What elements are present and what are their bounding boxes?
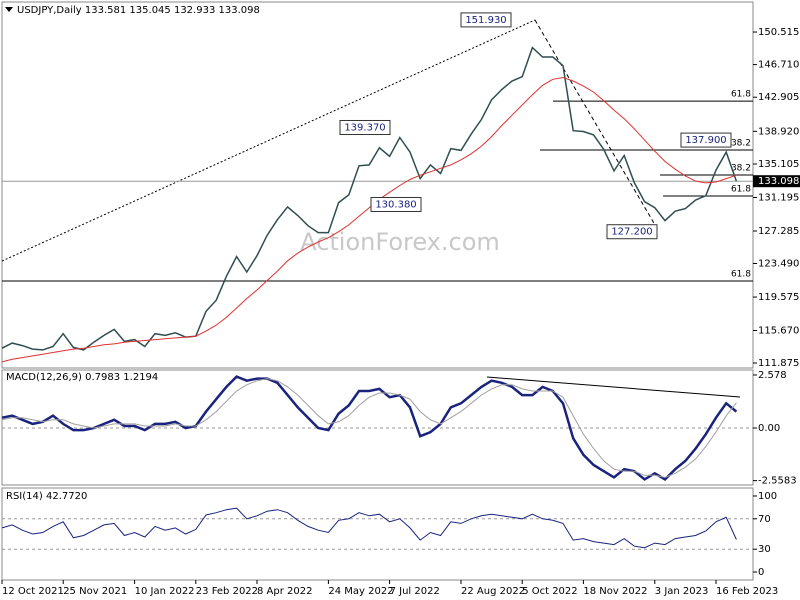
y-tick-label: 100	[758, 491, 777, 502]
fib-label: 61.8	[731, 269, 751, 279]
x-tick-label: 8 Apr 2022	[257, 586, 312, 597]
x-tick-label: 10 Jan 2022	[135, 586, 195, 597]
fib-label: 61.8	[731, 185, 751, 195]
x-tick-label: 16 Feb 2023	[716, 586, 778, 597]
fib-label: 38.2	[731, 164, 751, 174]
fib-label: 61.8	[731, 90, 751, 100]
y-tick-label: 138.920	[758, 126, 799, 137]
annotation-box	[370, 196, 422, 212]
y-tick-label: 135.105	[758, 159, 799, 170]
fib-label: 38.2	[731, 139, 751, 149]
y-tick-label: 111.875	[758, 358, 799, 369]
y-tick-label: 119.575	[758, 292, 799, 303]
x-tick-label: 25 Nov 2021	[63, 586, 127, 597]
series-line	[1, 46, 738, 351]
annotation-label: 130.380	[375, 199, 416, 210]
y-tick-label: 150.515	[758, 27, 799, 38]
y-tick-label: -2.5583	[758, 476, 797, 487]
series-line	[1, 507, 737, 549]
annotation-label: 139.370	[344, 122, 385, 133]
y-tick-label: 127.285	[758, 226, 799, 237]
trendline	[534, 19, 659, 231]
panel-icon	[5, 7, 13, 12]
x-tick-label: 12 Oct 2021	[2, 586, 64, 597]
series-line	[1, 378, 737, 478]
y-tick-label: 30	[758, 544, 771, 555]
annotation-box	[680, 132, 732, 148]
y-tick-label: 142.905	[758, 92, 799, 103]
y-tick-label: 0	[758, 567, 764, 578]
series-line	[1, 375, 738, 481]
y-tick-label: 146.710	[758, 60, 799, 71]
rsi-title: RSI(14) 42.7720	[6, 491, 87, 502]
annotation-label: 137.900	[685, 135, 726, 146]
series-line	[1, 76, 737, 363]
price-panel	[1, 1, 754, 369]
x-tick-label: 24 May 2022	[328, 586, 393, 597]
y-tick-label: 115.670	[758, 325, 799, 336]
macd-panel	[1, 369, 754, 486]
current-price-box	[753, 175, 800, 188]
x-tick-label: 7 Jul 2022	[390, 586, 440, 597]
y-tick-label: 2.578	[758, 370, 787, 381]
x-tick-label: 18 Nov 2022	[583, 586, 647, 597]
y-tick-label: 123.490	[758, 259, 799, 270]
annotation-box	[339, 119, 391, 135]
trendline	[1, 19, 536, 262]
watermark: ActionForex.com	[300, 228, 500, 256]
rsi-panel	[1, 487, 754, 581]
annotation-box	[460, 12, 512, 28]
macd-trendline	[486, 376, 741, 398]
current-price-label: 133.098	[758, 176, 799, 187]
y-tick-label: 131.195	[758, 193, 799, 204]
x-tick-label: 3 Jan 2023	[655, 586, 709, 597]
annotation-label: 151.930	[465, 15, 506, 26]
x-tick-label: 22 Aug 2022	[461, 586, 525, 597]
annotation-box	[606, 224, 658, 240]
x-tick-label: 5 Oct 2022	[522, 586, 577, 597]
macd-title: MACD(12,26,9) 0.7983 1.2194	[6, 372, 158, 383]
chart-title: USDJPY,Daily 133.581 135.045 132.933 133…	[17, 5, 260, 16]
x-tick-label: 23 Feb 2022	[196, 586, 258, 597]
y-tick-label: 0.00	[758, 423, 780, 434]
annotation-label: 127.200	[611, 227, 652, 238]
y-tick-label: 70	[758, 514, 771, 525]
